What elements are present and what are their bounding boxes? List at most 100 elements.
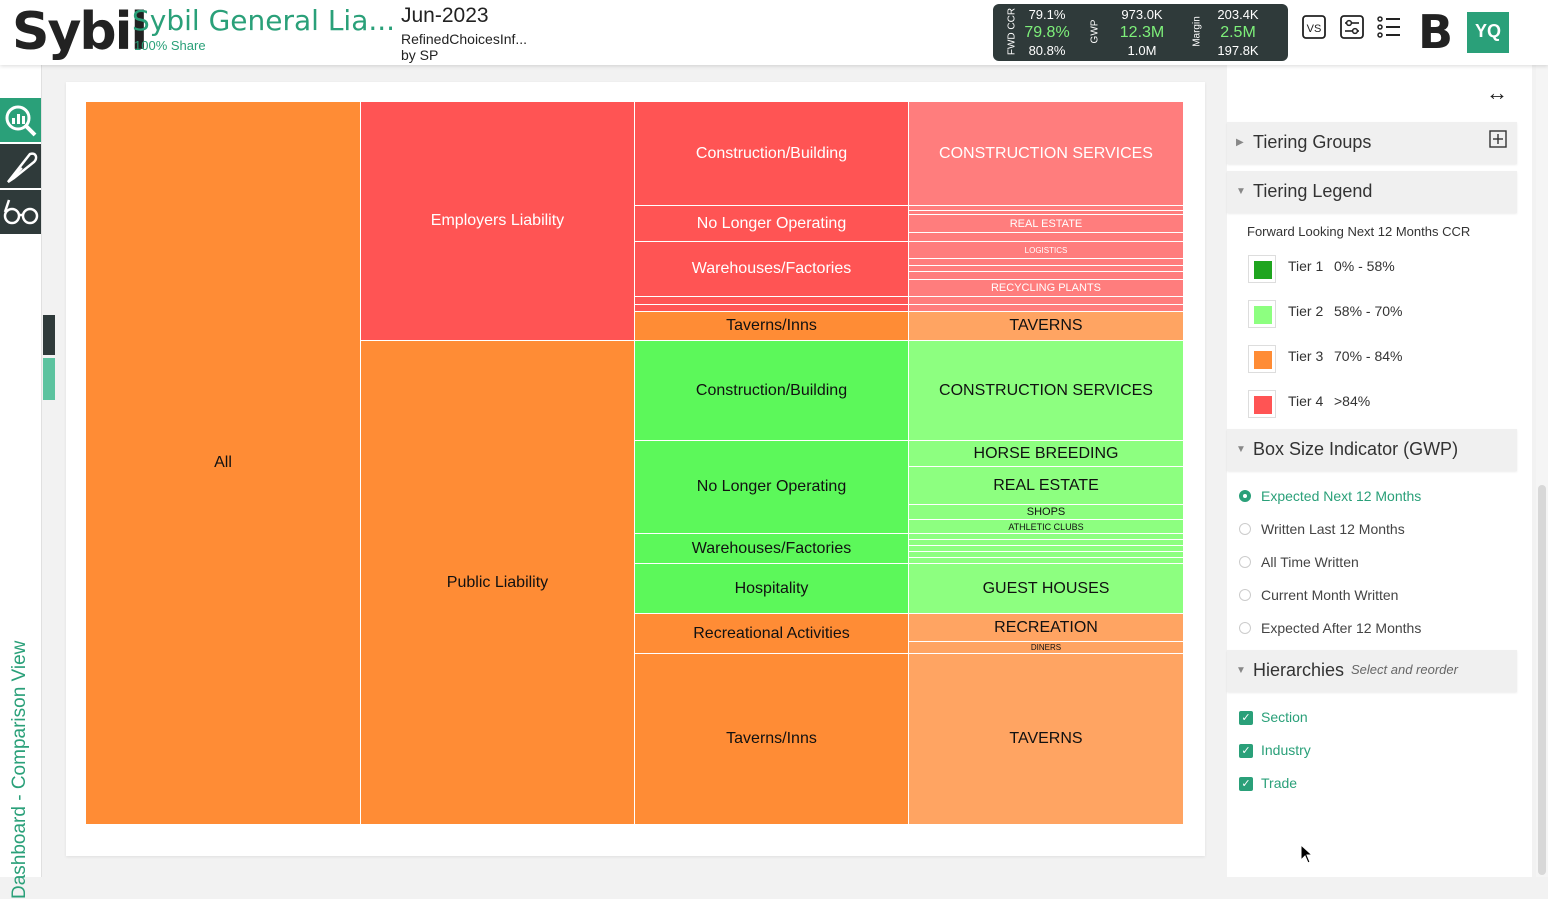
radio-icon[interactable] [1239, 622, 1251, 634]
hierarchies-hint: Select and reorder [1351, 662, 1458, 677]
left-rail: Dashboard - Comparison View [0, 65, 55, 899]
radio-icon[interactable] [1239, 523, 1251, 535]
panel-scrollbar[interactable] [1536, 65, 1548, 877]
treemap-node-trade[interactable]: REAL ESTATE [909, 215, 1184, 233]
treemap-node-trade-small[interactable] [909, 266, 1184, 272]
margin-value-high: 197.8K [1217, 43, 1259, 58]
chart-search-icon [5, 105, 37, 137]
legend-tier-4[interactable]: Tier 4 >84% [1248, 386, 1508, 418]
caret-down-icon: ▼ [1236, 186, 1246, 197]
view-name-label: Dashboard - Comparison View [9, 640, 30, 899]
checkbox-checked-icon[interactable]: ✓ [1239, 711, 1253, 725]
treemap-node-industry[interactable]: Construction/Building [635, 341, 909, 441]
treemap-node-industry[interactable]: Taverns/Inns [635, 312, 909, 341]
treemap-node-trade-small[interactable] [909, 297, 1184, 305]
treemap-node-trade[interactable]: HORSE BREEDING [909, 441, 1184, 467]
hierarchies-header[interactable]: ▼ Hierarchies Select and reorder [1227, 650, 1517, 692]
tier-3-swatch[interactable] [1248, 345, 1276, 373]
underwriting-nav-button[interactable] [0, 144, 41, 188]
user-avatar[interactable]: YQ [1467, 12, 1509, 53]
treemap-node-trade-small[interactable] [909, 233, 1184, 242]
treemap-node-industry[interactable]: Recreational Activities [635, 614, 909, 654]
legend-tier-2[interactable]: Tier 2 58% - 70% [1248, 296, 1508, 328]
treemap-node-industry-small[interactable] [635, 305, 909, 312]
brand-b-button[interactable]: B [1418, 5, 1454, 59]
treemap-node-industry-small[interactable] [635, 297, 909, 305]
treemap-node-trade[interactable]: LOGISTICS [909, 242, 1184, 259]
treemap-node-public-liability[interactable]: Public Liability [361, 341, 635, 825]
treemap-node-trade-small[interactable] [909, 546, 1184, 552]
expand-panel-icon[interactable]: ↔ [1486, 80, 1508, 105]
tier-2-range: 58% - 70% [1334, 303, 1403, 319]
treemap-node-industry[interactable]: Warehouses/Factories [635, 242, 909, 297]
treemap-node-trade[interactable]: ATHLETIC CLUBS [909, 520, 1184, 534]
treemap-node-trade[interactable]: RECYCLING PLANTS [909, 280, 1184, 297]
treemap-node-trade-small[interactable] [909, 305, 1184, 312]
treemap-node-trade-small[interactable] [909, 534, 1184, 540]
sybil-logo[interactable]: Sybil [12, 2, 148, 62]
tiering-groups-header[interactable]: ▶ Tiering Groups [1227, 122, 1517, 164]
treemap-node-trade-small[interactable] [909, 540, 1184, 546]
tier-4-swatch[interactable] [1248, 390, 1276, 418]
tier-3-name: Tier 3 [1288, 348, 1324, 364]
svg-text:VS: VS [1307, 23, 1322, 35]
treemap-node-trade[interactable]: SHOPS [909, 505, 1184, 520]
treemap-node-trade-small[interactable] [909, 211, 1184, 215]
tier-1-name: Tier 1 [1288, 258, 1324, 274]
radio-selected-icon[interactable] [1239, 490, 1251, 502]
legend-tier-1[interactable]: Tier 1 0% - 58% [1248, 251, 1508, 283]
treemap-node-industry[interactable]: Warehouses/Factories [635, 534, 909, 564]
period-label[interactable]: Jun-2023 [401, 4, 489, 27]
feather-icon [7, 152, 38, 184]
radio-icon[interactable] [1239, 556, 1251, 568]
treemap-node-industry[interactable]: Hospitality [635, 564, 909, 614]
analytics-nav-button[interactable] [0, 98, 41, 142]
treemap-node-trade-small[interactable] [909, 259, 1184, 266]
scenario-author: by SP [401, 47, 439, 63]
compare-vs-button[interactable]: VS [1301, 14, 1327, 40]
review-nav-button[interactable] [0, 190, 41, 234]
vs-icon: VS [1302, 15, 1326, 39]
treemap-canvas: All Employers Liability Public Liability… [66, 82, 1205, 856]
treemap-node-industry[interactable]: No Longer Operating [635, 206, 909, 242]
treemap-node-trade-small[interactable] [909, 558, 1184, 564]
rail-handle-dark[interactable] [43, 315, 55, 355]
treemap-node-industry[interactable]: Taverns/Inns [635, 654, 909, 825]
tier-2-swatch[interactable] [1248, 300, 1276, 328]
list-view-button[interactable] [1376, 14, 1402, 40]
tier-3-range: 70% - 84% [1334, 348, 1403, 364]
treemap-node-trade[interactable]: GUEST HOUSES [909, 564, 1184, 614]
treemap-node-trade[interactable]: TAVERNS [909, 312, 1184, 341]
box-size-header[interactable]: ▼ Box Size Indicator (GWP) [1227, 429, 1517, 471]
treemap-node-trade[interactable]: REAL ESTATE [909, 467, 1184, 505]
treemap-node-trade-small[interactable] [909, 552, 1184, 558]
gwp-value-low: 973.0K [1121, 7, 1163, 22]
treemap-node-trade[interactable]: DINERS [909, 642, 1184, 654]
checkbox-checked-icon[interactable]: ✓ [1239, 777, 1253, 791]
gwp-label: GWP [1089, 19, 1101, 44]
portfolio-title[interactable]: Sybil General Lia... [132, 4, 396, 37]
treemap-node-employers-liability[interactable]: Employers Liability [361, 102, 635, 341]
scenario-label[interactable]: RefinedChoicesInf... by SP [401, 31, 527, 63]
checkbox-checked-icon[interactable]: ✓ [1239, 744, 1253, 758]
treemap-node-trade[interactable]: RECREATION [909, 614, 1184, 642]
treemap-node-industry[interactable]: Construction/Building [635, 102, 909, 206]
glasses-icon [3, 199, 39, 225]
caret-down-icon: ▼ [1236, 665, 1246, 676]
rail-handle-green[interactable] [43, 358, 55, 400]
treemap-node-trade-small[interactable] [909, 272, 1184, 280]
treemap-node-trade[interactable]: CONSTRUCTION SERVICES [909, 341, 1184, 441]
treemap-node-trade-small[interactable] [909, 206, 1184, 211]
settings-panel-button[interactable] [1339, 14, 1365, 40]
radio-icon[interactable] [1239, 589, 1251, 601]
treemap-node-trade[interactable]: CONSTRUCTION SERVICES [909, 102, 1184, 206]
legend-tier-3[interactable]: Tier 3 70% - 84% [1248, 341, 1508, 373]
treemap-node-industry[interactable]: No Longer Operating [635, 441, 909, 534]
tiering-legend-header[interactable]: ▼ Tiering Legend [1227, 171, 1517, 213]
treemap-node-all[interactable]: All [86, 102, 361, 825]
tiering-groups-title: Tiering Groups [1253, 132, 1372, 152]
scrollbar-thumb[interactable] [1538, 485, 1546, 875]
tier-1-swatch[interactable] [1248, 255, 1276, 283]
add-group-icon[interactable] [1489, 130, 1507, 148]
treemap-node-trade[interactable]: TAVERNS [909, 654, 1184, 825]
